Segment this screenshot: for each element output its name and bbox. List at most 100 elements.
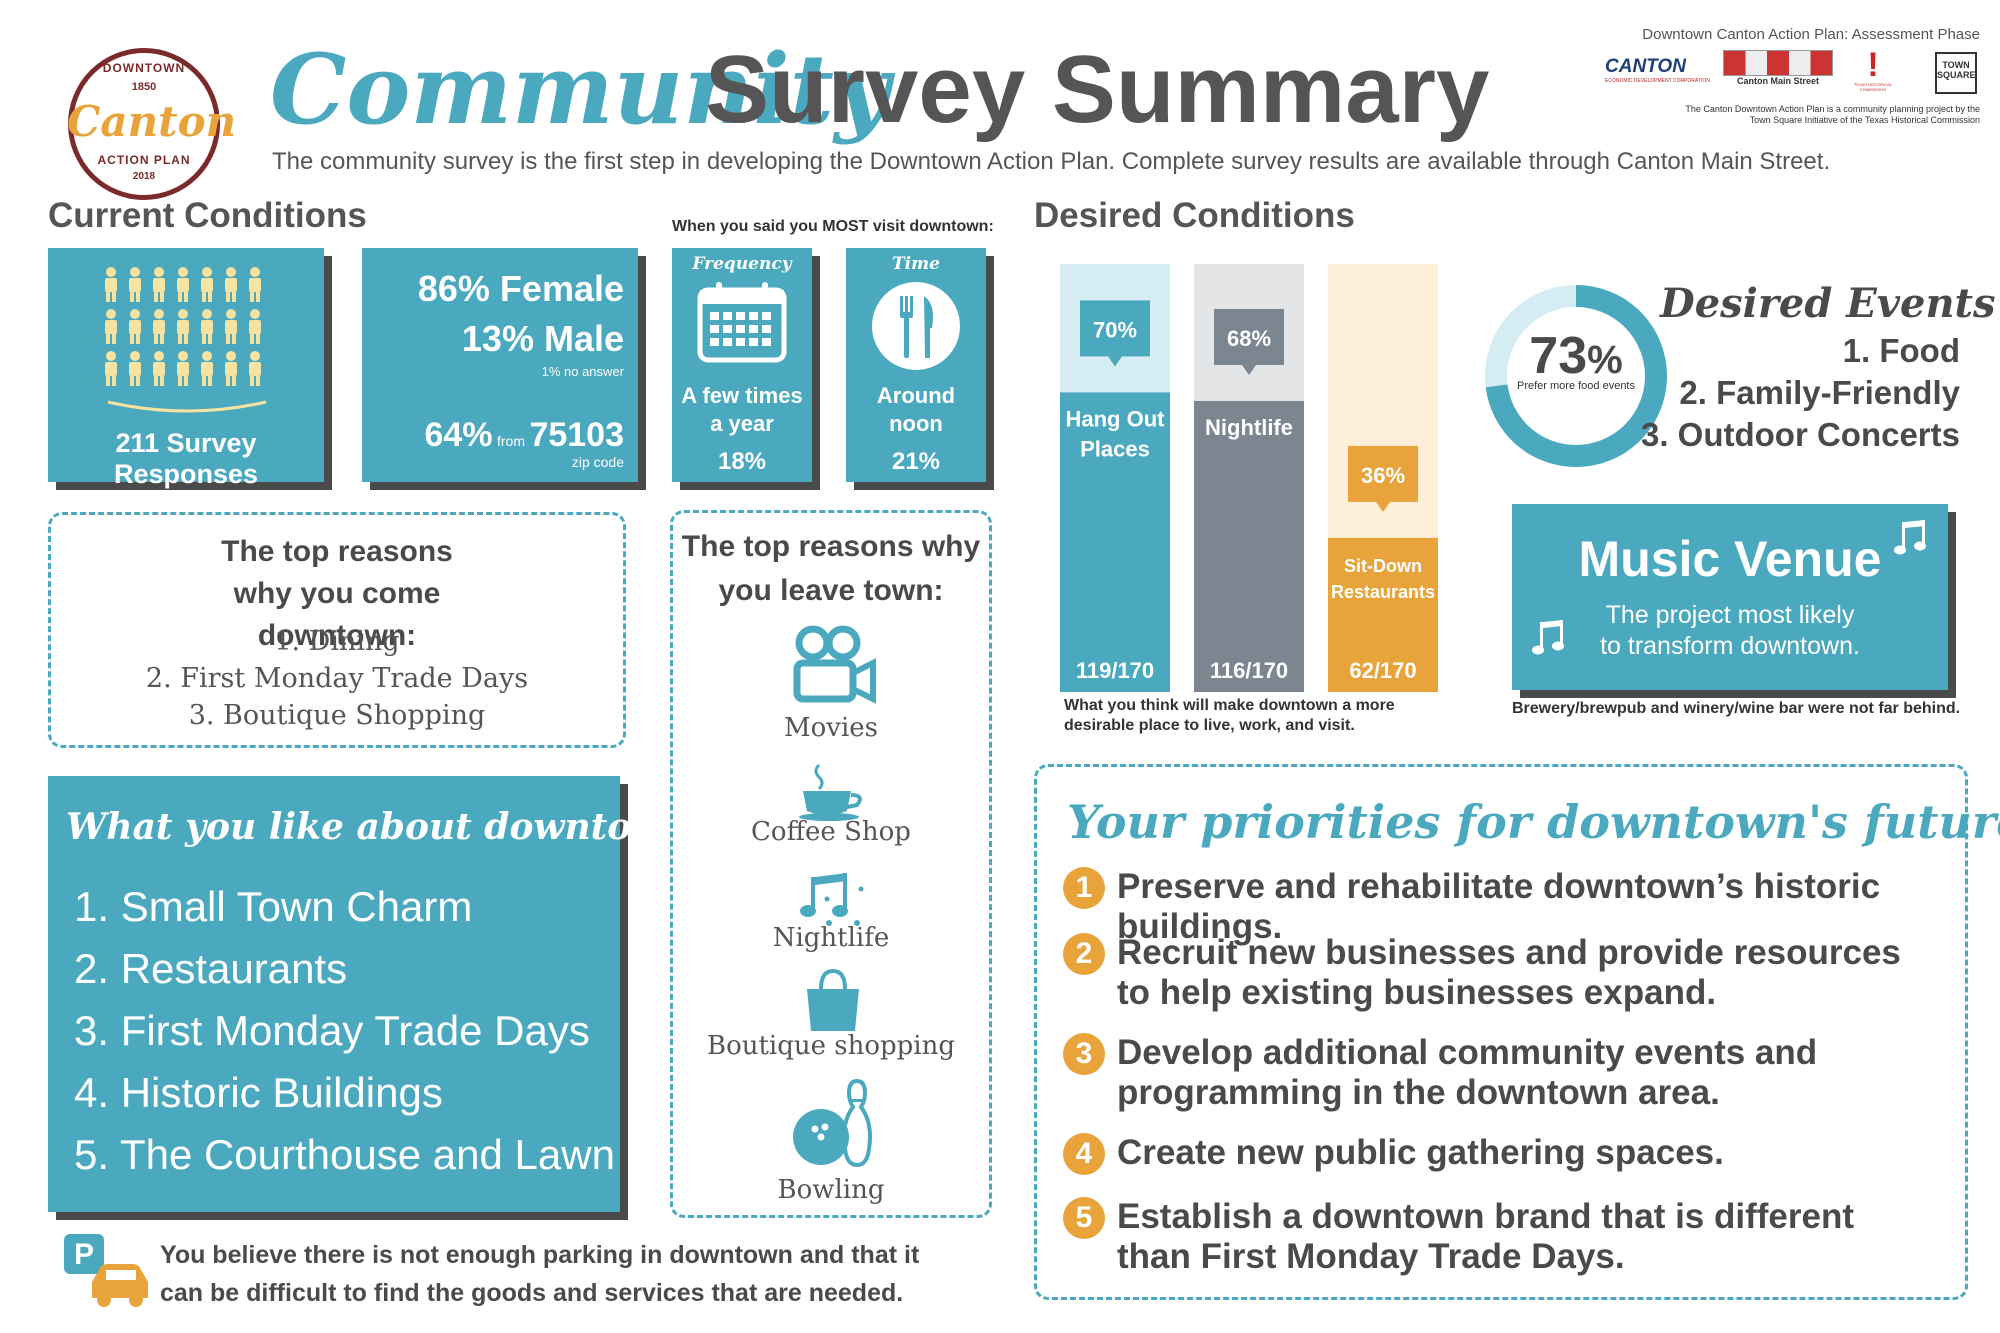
list-item: 2. Restaurants bbox=[74, 945, 348, 992]
logo-year2: 2018 bbox=[132, 171, 156, 182]
title-script: Community bbox=[270, 33, 890, 146]
priority-text: Recruit new businesses and provide resou… bbox=[1117, 933, 1901, 1012]
list-item: 3. Boutique Shopping bbox=[188, 700, 486, 731]
time-pct: 21% bbox=[891, 448, 941, 475]
visit-caption: When you said you MOST visit downtown: bbox=[672, 218, 994, 235]
reasons-come-list: 1. Dining 2. First Monday Trade Days 3. … bbox=[51, 623, 623, 734]
subtitle: The community survey is the first step i… bbox=[272, 148, 1831, 175]
priority-text: Establish a downtown brand that is diffe… bbox=[1117, 1197, 1854, 1276]
likes-card: What you like about downtown: 1. Small T… bbox=[48, 776, 702, 1212]
shopping-bag-icon bbox=[807, 969, 859, 1031]
people-icon-grid bbox=[105, 267, 261, 386]
calendar-icon bbox=[697, 282, 787, 363]
bar bbox=[1328, 537, 1438, 692]
desired-bar-chart: 70% Hang Out Places 119/170 68% Nightlife 116/… bbox=[1060, 264, 1438, 692]
list-item: 5. The Courthouse and Lawn bbox=[74, 1131, 615, 1178]
bar-label-callout bbox=[1348, 445, 1418, 502]
logo-bottom-text: ACTION PLAN bbox=[97, 153, 191, 167]
priority-number: 2 bbox=[1063, 933, 1105, 975]
frequency-pct: 18% bbox=[717, 448, 767, 475]
movie-camera-icon bbox=[793, 625, 876, 704]
current-heading: Current Conditions bbox=[48, 196, 367, 235]
bar-value-label: 70% bbox=[1093, 317, 1137, 342]
bar-label-callout bbox=[1214, 308, 1284, 365]
bar-category-label: Places bbox=[1080, 436, 1150, 461]
time-card: Time Around noon 21% bbox=[846, 248, 986, 482]
male-stat: 13% Male bbox=[461, 318, 624, 359]
time-value: Around noon bbox=[876, 383, 956, 436]
time-label: Time bbox=[892, 254, 940, 274]
bar-count-label: 62/170 bbox=[1349, 658, 1416, 683]
bar-count-label: 119/170 bbox=[1076, 658, 1154, 683]
zip-stat: 64% from 75103 bbox=[424, 416, 624, 454]
gender-card: 86% Female 13% Male 1% no answer 64% fro… bbox=[362, 248, 638, 482]
parking-text: You believe there is not enough parking … bbox=[160, 1241, 920, 1307]
parking-letter: P bbox=[74, 1238, 94, 1271]
priorities-heading: Your priorities for downtown's future: bbox=[1067, 795, 2000, 849]
reasons-leave-heading: The top reasons why you leave town: bbox=[681, 530, 981, 607]
bar bbox=[1060, 392, 1170, 692]
frequency-value: A few times a year bbox=[681, 383, 803, 436]
list-item: 2. Family-Friendly bbox=[1679, 374, 1960, 411]
music-note-icon bbox=[1894, 520, 1926, 555]
donut-value-arc bbox=[1485, 285, 1667, 467]
music-venue-card: Music Venue The project most likely to t… bbox=[1512, 504, 1948, 690]
reasons-come-card: The top reasons why you come downtown: 1… bbox=[48, 512, 626, 748]
food-donut-chart bbox=[1485, 285, 1667, 467]
desired-caption: What you think will make downtown a more… bbox=[1064, 697, 1395, 734]
list-item: 1. Small Town Charm bbox=[74, 883, 473, 930]
female-stat: 86% Female bbox=[417, 268, 624, 309]
bar-value-label: 36% bbox=[1361, 463, 1405, 488]
bar-count-label: 116/170 bbox=[1210, 658, 1288, 683]
music-notes-icon bbox=[800, 873, 864, 926]
priority-number: 1 bbox=[1063, 867, 1105, 909]
responses-text: 211 Survey Responses bbox=[113, 428, 259, 489]
partner-thc-logo: ! TEXAS HISTORICAL COMMISSION bbox=[1853, 46, 1893, 92]
food-caption: Prefer more food events bbox=[1516, 380, 1635, 392]
parking-car-icon: P bbox=[64, 1234, 148, 1307]
priorities-card: Your priorities for downtown's future: 1… bbox=[1034, 764, 2000, 1300]
list-item: 1. Food bbox=[1842, 332, 1960, 369]
coffee-cup-icon bbox=[799, 763, 862, 821]
fork-knife-icon bbox=[872, 282, 960, 370]
priority-number: 5 bbox=[1063, 1197, 1105, 1239]
desired-heading: Desired Conditions bbox=[1034, 196, 1355, 235]
bar-label-pointer bbox=[1242, 364, 1256, 375]
music-footnote: Brewery/brewpub and winery/wine bar were… bbox=[1512, 700, 1961, 717]
list-item: 3. Outdoor Concerts bbox=[1640, 416, 1960, 453]
leave-item-coffee: Coffee Shop bbox=[751, 817, 911, 847]
music-venue-title: Music Venue bbox=[1578, 531, 1882, 587]
responses-card: 211 Survey Responses bbox=[48, 248, 324, 489]
frequency-label: Frequency bbox=[692, 254, 792, 274]
partner-logos: CANTON ECONOMIC DEVELOPMENT CORPORATION … bbox=[1605, 46, 1985, 102]
priority-text: Create new public gathering spaces. bbox=[1117, 1133, 1724, 1172]
bar-label-callout bbox=[1080, 300, 1150, 357]
partner-mainstreet-logo: Canton Main Street bbox=[1723, 50, 1833, 86]
likes-heading: What you like about downtown: bbox=[66, 806, 702, 848]
list-item: 1. Dining bbox=[274, 626, 400, 657]
bar-category-label: Sit-Down bbox=[1344, 556, 1422, 576]
priority-text: Develop additional community events and … bbox=[1117, 1033, 1818, 1112]
list-item: 4. Historic Buildings bbox=[74, 1069, 443, 1116]
priority-text: Preserve and rehabilitate downtown’s his… bbox=[1117, 867, 1881, 946]
music-note-icon-2 bbox=[1532, 620, 1564, 655]
logo-top-text: DOWNTOWN bbox=[102, 61, 186, 75]
priority-number: 3 bbox=[1063, 1033, 1105, 1075]
events-heading: Desired Events bbox=[1660, 280, 1996, 327]
logo-year: 1850 bbox=[131, 81, 157, 93]
leave-item-bowling: Bowling bbox=[777, 1175, 885, 1205]
likes-list: 1. Small Town Charm 2. Restaurants 3. Fi… bbox=[74, 876, 615, 1186]
bar-value-label: 68% bbox=[1227, 326, 1271, 351]
bar-category-label: Nightlife bbox=[1205, 415, 1293, 440]
leave-item-boutique: Boutique shopping bbox=[706, 1031, 956, 1061]
phase-text: Downtown Canton Action Plan: Assessment … bbox=[1642, 26, 1980, 43]
logo: DOWNTOWN 1850 Canton ACTION PLAN 2018 bbox=[67, 48, 236, 200]
leave-item-movies: Movies bbox=[783, 713, 878, 743]
leave-item-nightlife: Nightlife bbox=[772, 923, 890, 953]
bar-label-pointer bbox=[1376, 501, 1390, 512]
list-item: 2. First Monday Trade Days bbox=[145, 663, 529, 694]
bar bbox=[1194, 400, 1304, 692]
list-item: 3. First Monday Trade Days bbox=[74, 1007, 590, 1054]
partner-townsquare-logo: TOWN SQUARE bbox=[1935, 52, 1977, 94]
reasons-come-heading: The top reasons why you come downtown: bbox=[221, 535, 453, 652]
